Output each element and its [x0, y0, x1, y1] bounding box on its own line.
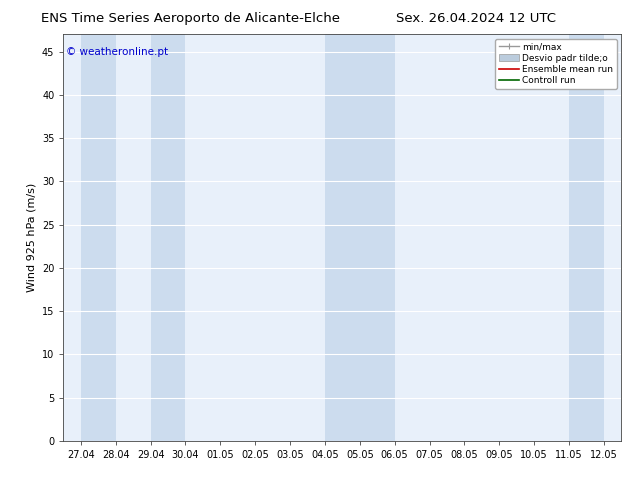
Bar [81, 34, 116, 441]
Text: © weatheronline.pt: © weatheronline.pt [66, 47, 168, 56]
Text: ENS Time Series Aeroporto de Alicante-Elche: ENS Time Series Aeroporto de Alicante-El… [41, 12, 340, 25]
Legend: min/max, Desvio padr tilde;o, Ensemble mean run, Controll run: min/max, Desvio padr tilde;o, Ensemble m… [495, 39, 617, 89]
Bar [150, 34, 185, 441]
Text: Sex. 26.04.2024 12 UTC: Sex. 26.04.2024 12 UTC [396, 12, 555, 25]
Bar [569, 34, 604, 441]
Y-axis label: Wind 925 hPa (m/s): Wind 925 hPa (m/s) [27, 183, 36, 292]
Bar [325, 34, 394, 441]
